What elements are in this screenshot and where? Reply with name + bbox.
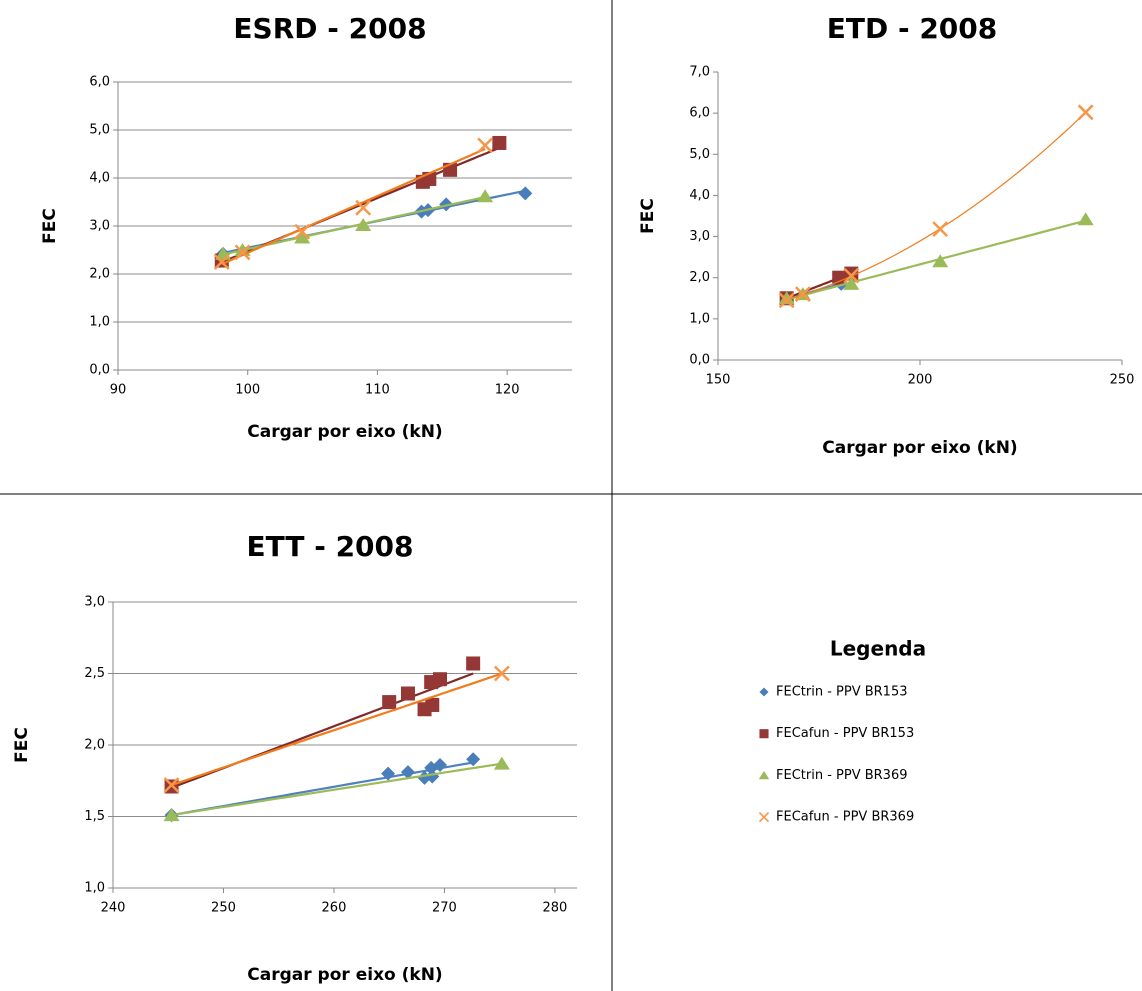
trendline [786,111,1087,301]
y-tick-label: 4,0 [89,171,110,186]
marker [518,186,533,201]
legend-label: FECafun - PPV BR369 [776,810,914,825]
marker [294,230,311,244]
x-tick-label: 200 [908,373,933,388]
y-tick-label: 4,0 [689,188,710,203]
marker [493,665,510,682]
chart-title: ETT - 2008 [246,530,413,563]
marker [466,752,481,767]
x-tick-label: 110 [365,383,390,398]
y-tick-label: 2,0 [89,267,110,282]
y-tick-label: 1,5 [84,809,105,824]
marker [832,270,847,285]
marker [355,218,372,232]
chart-title: ESRD - 2008 [233,12,426,45]
y-tick-label: 2,0 [689,270,710,285]
legend-label: FECtrin - PPV BR369 [776,768,908,783]
trendline [221,147,486,266]
y-tick-label: 2,0 [84,738,105,753]
y-tick-label: 0,0 [689,353,710,368]
marker [843,267,860,284]
marker [477,189,494,203]
y-tick-label: 0,0 [89,363,110,378]
x-axis-label: Cargar por eixo (kN) [822,438,1017,458]
y-tick-label: 1,0 [689,311,710,326]
marker [163,808,180,822]
y-tick-label: 6,0 [689,106,710,121]
marker [794,286,811,303]
marker [400,765,415,780]
legend-title: Legenda [830,637,926,661]
marker [400,686,415,701]
y-axis-label: FEC [40,208,60,244]
marker [381,766,396,781]
marker [778,291,795,305]
marker [492,135,507,150]
marker [758,770,770,780]
legend-label: FECafun - PPV BR153 [776,726,914,741]
trendline [171,672,503,787]
marker [234,244,251,261]
x-tick-label: 250 [211,901,236,916]
marker [477,137,493,154]
marker [759,729,769,739]
marker [163,777,180,793]
x-tick-label: 120 [495,383,520,398]
x-tick-label: 240 [101,901,126,916]
legend-label: FECtrin - PPV BR153 [776,685,908,700]
x-tick-label: 100 [235,383,260,398]
marker [932,254,949,268]
y-tick-label: 3,0 [89,219,110,234]
marker [466,656,481,671]
marker [355,199,372,216]
marker [758,811,770,823]
x-tick-label: 150 [706,373,731,388]
y-tick-label: 1,0 [84,881,105,896]
trendline [171,762,503,817]
y-axis-label: FEC [12,727,32,763]
marker [843,276,860,290]
y-tick-label: 2,5 [84,666,105,681]
marker [425,697,440,712]
x-tick-label: 90 [110,383,127,398]
x-tick-label: 270 [432,901,457,916]
chart-title: ETD - 2008 [827,12,998,45]
y-tick-label: 7,0 [689,65,710,80]
x-tick-label: 260 [322,901,347,916]
y-tick-label: 3,0 [689,229,710,244]
marker [294,223,311,240]
y-tick-label: 5,0 [689,147,710,162]
marker [433,758,448,773]
x-axis-label: Cargar por eixo (kN) [247,422,442,442]
x-tick-label: 250 [1110,373,1135,388]
marker [759,687,769,697]
y-tick-label: 3,0 [84,595,105,610]
y-tick-label: 6,0 [89,75,110,90]
marker [493,756,510,770]
marker [932,221,949,238]
x-tick-label: 280 [542,901,567,916]
marker [382,695,397,710]
y-tick-label: 1,0 [89,315,110,330]
marker [1077,212,1094,226]
y-axis-label: FEC [638,198,658,234]
trendline [786,219,1086,301]
marker [778,292,795,309]
marker [433,672,448,687]
marker [1077,104,1094,121]
marker [213,254,230,270]
x-axis-label: Cargar por eixo (kN) [247,965,442,985]
y-tick-label: 5,0 [89,123,110,138]
